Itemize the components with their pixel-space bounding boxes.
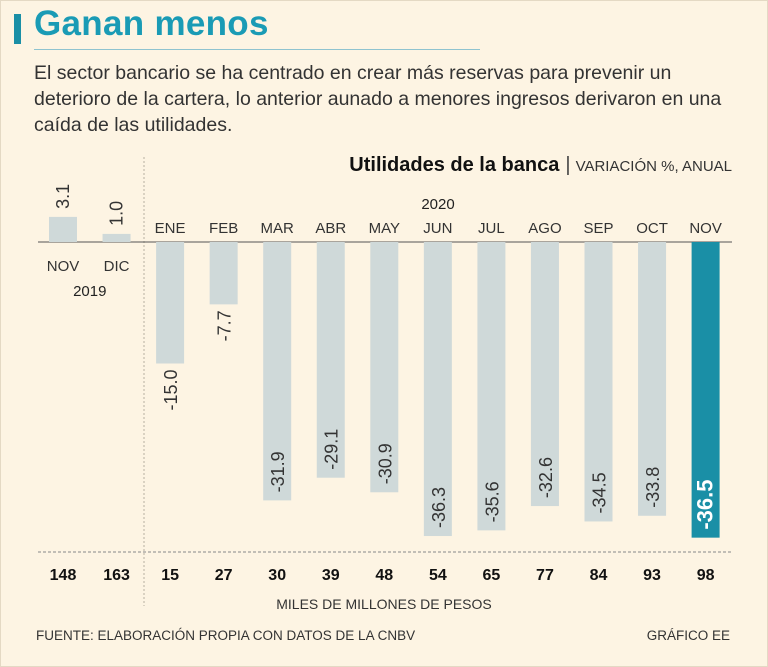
category-label-8: JUN	[423, 220, 452, 237]
category-label-6: ABR	[315, 220, 346, 237]
value-label-8: -36.3	[429, 487, 449, 528]
bar-12	[638, 242, 667, 516]
value-label-1: 3.1	[53, 184, 73, 209]
bar-4	[209, 242, 238, 305]
secondary-value-12: 93	[643, 567, 661, 584]
value-label-2: 1.0	[107, 201, 127, 226]
chart-title-main: Utilidades de la banca	[349, 154, 560, 176]
category-label-3: ENE	[155, 220, 186, 237]
secondary-value-9: 65	[483, 567, 501, 584]
source-note: FUENTE: ELABORACIÓN PROPIA CON DATOS DE …	[36, 628, 416, 643]
value-label-3: -15.0	[161, 370, 181, 411]
secondary-value-2: 163	[103, 567, 130, 584]
secondary-value-6: 39	[322, 567, 340, 584]
category-label-2: DIC	[104, 258, 130, 275]
secondary-value-5: 30	[268, 567, 286, 584]
year-label-2019: 2019	[73, 283, 106, 300]
secondary-value-8: 54	[429, 567, 447, 584]
chart-title-separator: |	[565, 154, 571, 176]
secondary-value-11: 84	[590, 567, 608, 584]
subheadline: El sector bancario se ha centrado en cre…	[34, 62, 722, 136]
value-label-5: -31.9	[268, 451, 288, 492]
secondary-value-1: 148	[50, 567, 77, 584]
headline: Ganan menos	[34, 4, 269, 43]
category-label-7: MAY	[369, 220, 400, 237]
value-label-12: -33.8	[643, 467, 663, 508]
secondary-row-caption: MILES DE MILLONES DE PESOS	[276, 596, 492, 612]
bar-3	[156, 242, 185, 364]
category-label-13: NOV	[689, 220, 722, 237]
value-label-10: -32.6	[536, 457, 556, 498]
bar-2	[102, 233, 131, 242]
bar-13	[691, 242, 720, 538]
category-label-11: SEP	[583, 220, 613, 237]
bar-1	[49, 216, 77, 242]
bar-7	[370, 242, 399, 493]
secondary-value-10: 77	[536, 567, 554, 584]
year-label-2020: 2020	[421, 196, 454, 213]
secondary-value-4: 27	[215, 567, 233, 584]
category-label-9: JUL	[478, 220, 505, 237]
secondary-value-13: 98	[697, 567, 715, 584]
value-label-9: -35.6	[482, 481, 502, 522]
category-label-1: NOV	[47, 258, 80, 275]
value-label-6: -29.1	[322, 429, 342, 470]
value-label-7: -30.9	[375, 443, 395, 484]
chart-unit-label: VARIACIÓN %, ANUAL	[575, 158, 732, 175]
chart-title: Utilidades de la banca | VARIACIÓN %, ANUA…	[349, 154, 732, 177]
category-label-12: OCT	[636, 220, 668, 237]
title-accent-bar	[14, 14, 21, 44]
headline-rule	[34, 49, 480, 50]
category-label-10: AGO	[528, 220, 561, 237]
category-label-5: MAR	[261, 220, 295, 237]
bar-10	[530, 242, 559, 507]
value-label-4: -7.7	[215, 310, 235, 341]
bar-11	[584, 242, 613, 522]
bar-9	[477, 242, 506, 531]
secondary-value-3: 15	[161, 567, 179, 584]
category-label-4: FEB	[209, 220, 238, 237]
secondary-value-7: 48	[375, 567, 393, 584]
bar-8	[423, 242, 452, 537]
bar-5	[263, 242, 292, 501]
value-label-11: -34.5	[590, 472, 610, 513]
value-label-13: -36.5	[693, 479, 718, 529]
bar-6	[316, 242, 345, 478]
graphic-credit: GRÁFICO EE	[646, 628, 730, 643]
